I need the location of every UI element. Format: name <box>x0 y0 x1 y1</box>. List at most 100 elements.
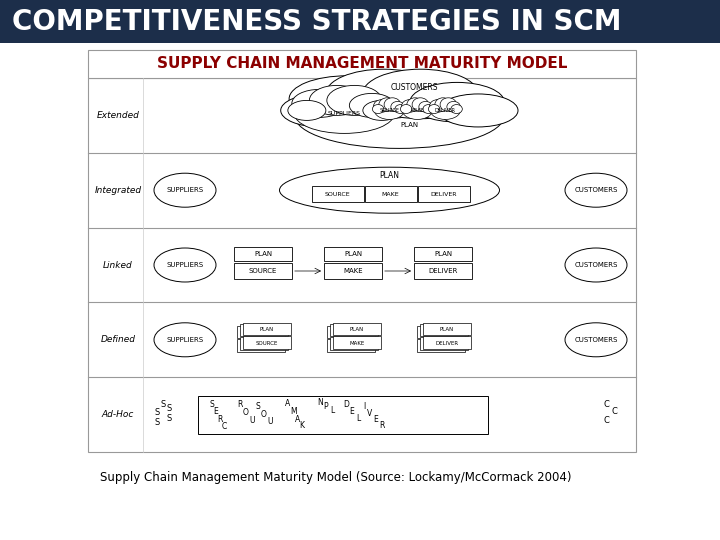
Text: O: O <box>243 408 249 417</box>
Text: MAKE: MAKE <box>410 108 424 113</box>
Text: S: S <box>154 418 160 427</box>
Ellipse shape <box>407 98 423 111</box>
Text: PLAN: PLAN <box>344 251 362 257</box>
FancyBboxPatch shape <box>324 247 382 261</box>
Ellipse shape <box>565 173 627 207</box>
Text: SUPPLY CHAIN MANAGEMENT MATURITY MODEL: SUPPLY CHAIN MANAGEMENT MATURITY MODEL <box>157 57 567 71</box>
Text: R: R <box>217 415 222 424</box>
Text: SUPPLIERS: SUPPLIERS <box>166 187 204 193</box>
Ellipse shape <box>565 248 627 282</box>
Text: P: P <box>324 402 328 411</box>
Text: C: C <box>603 400 609 409</box>
FancyBboxPatch shape <box>237 326 285 338</box>
Text: COMPETITIVENESS STRATEGIES IN SCM: COMPETITIVENESS STRATEGIES IN SCM <box>12 8 621 36</box>
Ellipse shape <box>384 98 400 111</box>
Text: PLAN: PLAN <box>440 327 454 332</box>
Text: V: V <box>367 409 373 418</box>
FancyBboxPatch shape <box>414 247 472 261</box>
Ellipse shape <box>379 98 395 111</box>
Text: SUPPLIERS: SUPPLIERS <box>166 262 204 268</box>
Text: SUPPLIERS: SUPPLIERS <box>166 337 204 343</box>
FancyBboxPatch shape <box>240 338 288 350</box>
Text: S: S <box>154 408 160 417</box>
Text: U: U <box>267 417 273 426</box>
Text: Ad-Hoc: Ad-Hoc <box>102 410 134 419</box>
Ellipse shape <box>288 100 326 120</box>
FancyBboxPatch shape <box>364 186 416 202</box>
Ellipse shape <box>310 85 364 116</box>
Ellipse shape <box>419 102 432 112</box>
Text: C: C <box>221 422 227 431</box>
Text: MAKE: MAKE <box>343 268 363 274</box>
FancyBboxPatch shape <box>88 78 636 452</box>
Text: PLAN: PLAN <box>434 251 452 257</box>
Ellipse shape <box>435 98 451 111</box>
Text: E: E <box>374 415 379 424</box>
FancyBboxPatch shape <box>330 325 378 336</box>
Text: D: D <box>343 400 349 409</box>
Ellipse shape <box>423 105 434 113</box>
FancyBboxPatch shape <box>243 323 291 335</box>
Text: MAKE: MAKE <box>382 192 400 197</box>
FancyBboxPatch shape <box>327 339 375 352</box>
Text: PLAN: PLAN <box>379 171 400 180</box>
FancyBboxPatch shape <box>240 325 288 336</box>
FancyBboxPatch shape <box>88 50 636 78</box>
Ellipse shape <box>451 105 462 113</box>
Text: L: L <box>356 414 360 423</box>
Text: O: O <box>261 410 267 419</box>
Ellipse shape <box>294 83 505 148</box>
Text: E: E <box>214 407 218 416</box>
FancyBboxPatch shape <box>423 336 471 349</box>
FancyBboxPatch shape <box>327 326 375 338</box>
FancyBboxPatch shape <box>198 396 488 434</box>
Text: MAKE: MAKE <box>349 341 364 346</box>
FancyBboxPatch shape <box>234 263 292 279</box>
Text: M: M <box>291 407 297 416</box>
FancyBboxPatch shape <box>417 326 465 338</box>
Ellipse shape <box>154 248 216 282</box>
Ellipse shape <box>326 69 441 119</box>
FancyBboxPatch shape <box>234 247 292 261</box>
Text: C: C <box>611 407 617 416</box>
Ellipse shape <box>363 100 401 120</box>
Text: SOURCE: SOURCE <box>249 268 277 274</box>
Text: CUSTOMERS: CUSTOMERS <box>575 262 618 268</box>
Ellipse shape <box>402 99 418 112</box>
FancyBboxPatch shape <box>312 186 364 202</box>
Text: SUPPLIERS: SUPPLIERS <box>328 111 361 116</box>
Text: CUSTOMERS: CUSTOMERS <box>391 83 438 92</box>
FancyBboxPatch shape <box>414 263 472 279</box>
Ellipse shape <box>374 99 390 112</box>
Text: SOURCE: SOURCE <box>325 192 351 197</box>
Text: DELIVER: DELIVER <box>428 268 458 274</box>
Text: Integrated: Integrated <box>94 186 142 195</box>
Ellipse shape <box>565 323 627 357</box>
Text: PLAN: PLAN <box>350 327 364 332</box>
Text: N: N <box>317 398 323 407</box>
Text: Supply Chain Management Maturity Model (Source: Lockamy/McCormack 2004): Supply Chain Management Maturity Model (… <box>100 471 572 484</box>
Text: A: A <box>285 399 291 408</box>
FancyBboxPatch shape <box>333 336 381 349</box>
Ellipse shape <box>294 93 395 133</box>
Text: SOURCE: SOURCE <box>379 108 400 113</box>
Ellipse shape <box>154 323 216 357</box>
Ellipse shape <box>430 99 446 112</box>
Ellipse shape <box>363 69 478 119</box>
Ellipse shape <box>281 94 361 127</box>
Ellipse shape <box>372 105 384 113</box>
Ellipse shape <box>292 90 347 117</box>
Text: S: S <box>166 414 171 423</box>
Text: Extended: Extended <box>96 111 140 120</box>
Ellipse shape <box>428 105 440 113</box>
Ellipse shape <box>400 105 412 113</box>
Text: R: R <box>379 421 384 430</box>
Ellipse shape <box>391 102 405 112</box>
Text: S: S <box>161 400 166 409</box>
Ellipse shape <box>349 93 395 117</box>
Ellipse shape <box>289 76 405 122</box>
Text: DELIVER: DELIVER <box>431 192 456 197</box>
Text: K: K <box>300 421 305 430</box>
FancyBboxPatch shape <box>0 43 720 540</box>
FancyBboxPatch shape <box>417 339 465 352</box>
